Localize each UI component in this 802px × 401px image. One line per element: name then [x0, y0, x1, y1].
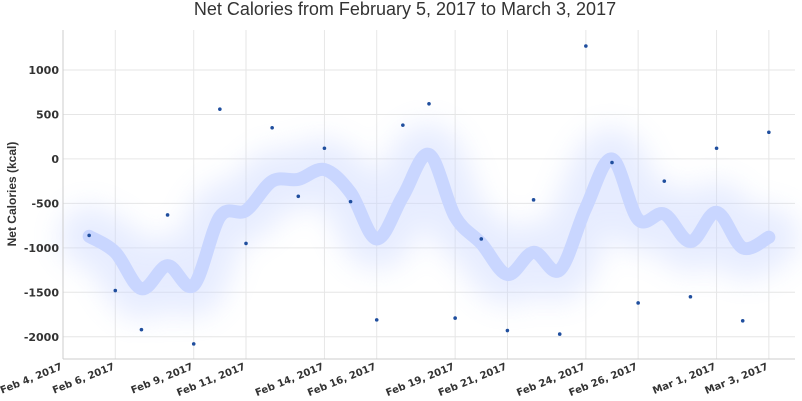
data-point	[662, 179, 667, 183]
data-point	[714, 146, 719, 151]
y-axis-label: Net Calories (kcal)	[5, 142, 19, 247]
trend-layer	[59, 124, 799, 319]
data-point	[584, 44, 588, 48]
data-point	[453, 316, 457, 320]
data-point	[401, 123, 405, 127]
data-point	[296, 194, 301, 199]
data-point	[270, 126, 274, 130]
data-point	[557, 332, 562, 336]
chart-title: Net Calories from February 5, 2017 to Ma…	[194, 0, 616, 19]
data-point	[139, 327, 144, 332]
data-point	[505, 328, 510, 333]
data-point	[113, 288, 118, 293]
y-tick-label: -500	[31, 197, 59, 210]
data-point	[767, 130, 771, 135]
y-tick-label: 1000	[28, 64, 59, 77]
data-point	[87, 233, 91, 238]
data-point	[244, 241, 248, 246]
data-point	[165, 213, 170, 217]
data-point	[688, 294, 693, 299]
data-point	[218, 107, 222, 111]
trend-line	[82, 147, 776, 296]
y-tick-label: -1500	[24, 286, 60, 299]
data-point	[636, 301, 640, 305]
y-tick-label: -2000	[24, 331, 60, 344]
data-point	[479, 237, 484, 241]
data-point	[531, 198, 536, 202]
data-points	[87, 44, 771, 346]
y-tick-label: 0	[51, 153, 59, 166]
y-tick-label: -1000	[24, 242, 60, 255]
data-point	[322, 146, 327, 151]
data-point	[374, 318, 379, 322]
data-point	[348, 199, 353, 204]
data-point	[740, 318, 745, 323]
data-point	[191, 342, 196, 346]
data-point	[610, 160, 614, 165]
y-tick-label: 500	[36, 108, 59, 121]
data-point	[427, 102, 431, 106]
